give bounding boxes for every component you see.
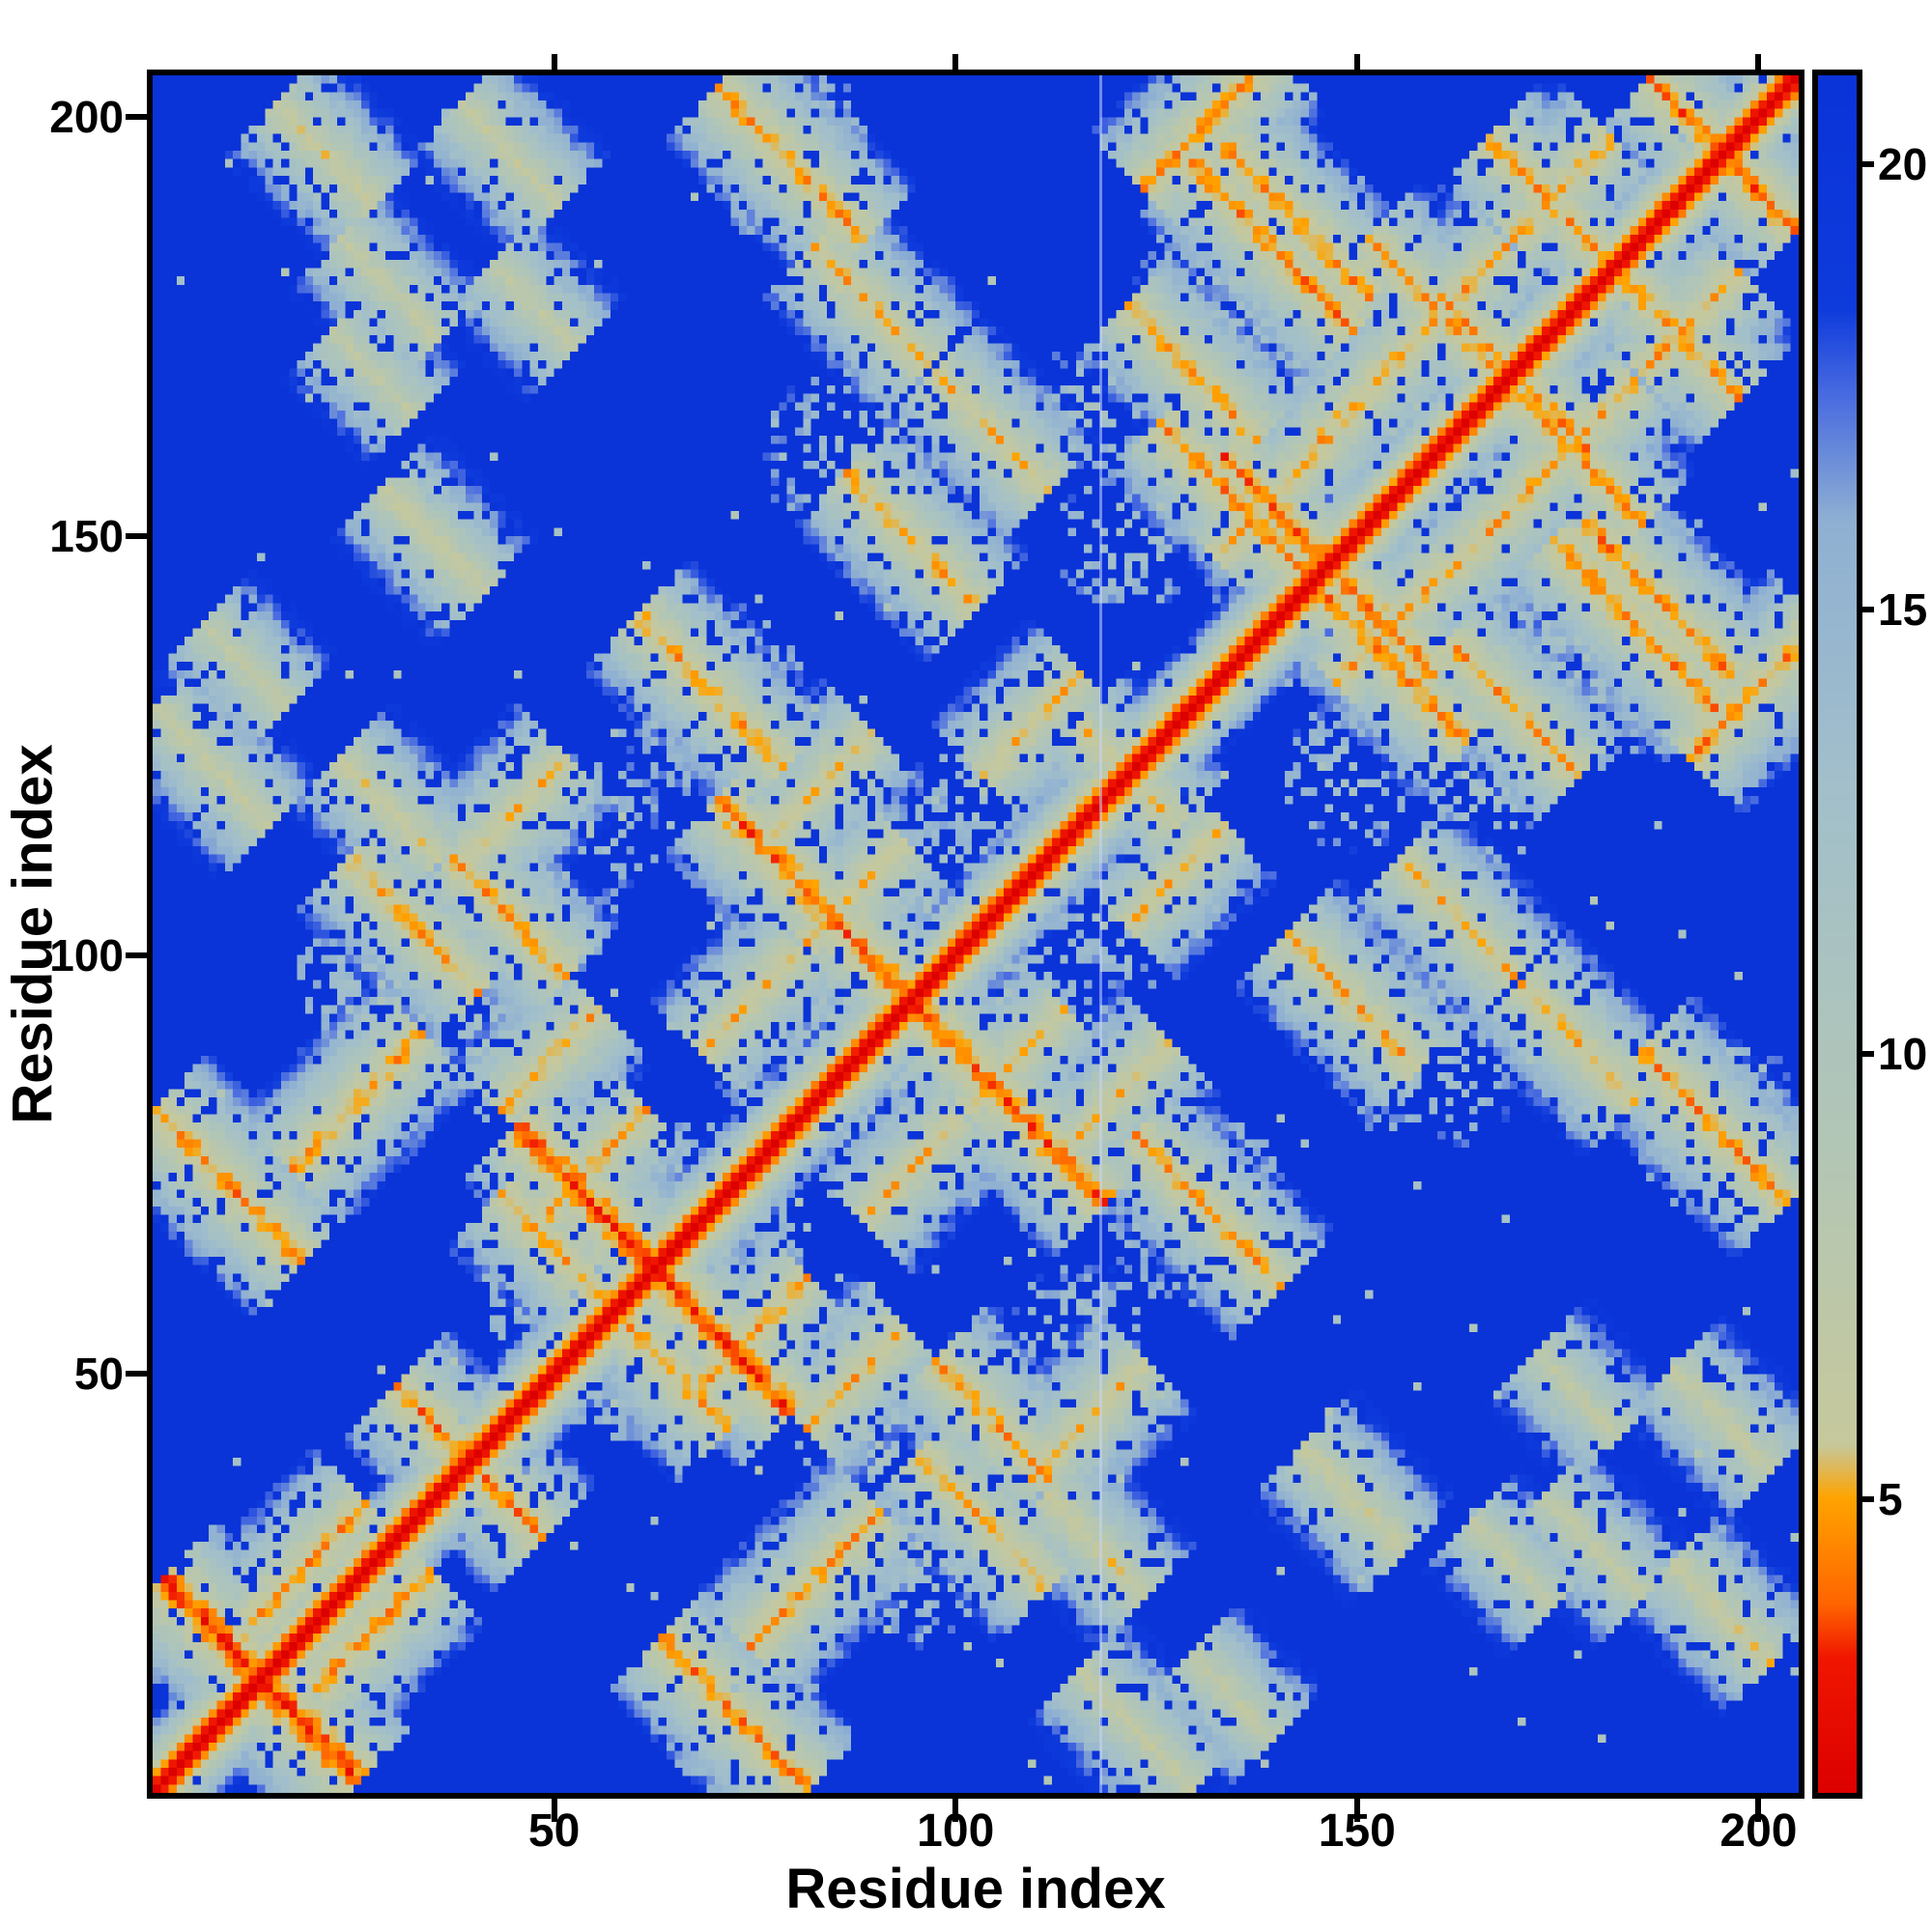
y-tick-mark — [126, 952, 147, 958]
x-tick-mark — [952, 1799, 959, 1822]
colorbar-tick-mark — [1862, 606, 1874, 612]
x-tick-mark — [1755, 1799, 1762, 1822]
x-tick-label: 50 — [527, 1805, 581, 1857]
y-tick-label: 100 — [49, 929, 124, 980]
colorbar-tick-label: 15 — [1878, 583, 1928, 635]
x-tick-label: 150 — [1318, 1805, 1396, 1857]
y-tick-mark — [126, 114, 147, 121]
heatmap-canvas — [153, 75, 1799, 1793]
colorbar-tick-label: 5 — [1878, 1473, 1903, 1524]
y-tick-mark — [126, 533, 147, 540]
colorbar — [1818, 75, 1857, 1793]
x-tick-label: 200 — [1719, 1805, 1798, 1857]
colorbar-tick-label: 10 — [1878, 1029, 1928, 1080]
y-tick-mark — [126, 1371, 147, 1378]
y-axis-label: Residue index — [1, 744, 65, 1124]
y-tick-label: 150 — [49, 511, 124, 562]
x-top-tick-mark — [952, 54, 959, 70]
y-tick-label: 200 — [49, 92, 124, 143]
colorbar-tick-mark — [1862, 1495, 1874, 1502]
x-top-tick-mark — [1353, 54, 1360, 70]
x-axis-label: Residue index — [785, 1858, 1166, 1920]
colorbar-tick-mark — [1862, 161, 1874, 168]
y-tick-label: 50 — [73, 1349, 124, 1400]
colorbar-tick-label: 20 — [1878, 139, 1928, 190]
colorbar-tick-mark — [1862, 1051, 1874, 1058]
x-tick-mark — [1353, 1799, 1360, 1822]
x-tick-mark — [551, 1799, 557, 1822]
x-top-tick-mark — [1755, 54, 1762, 70]
x-tick-label: 100 — [917, 1805, 995, 1857]
x-top-tick-mark — [551, 54, 557, 70]
